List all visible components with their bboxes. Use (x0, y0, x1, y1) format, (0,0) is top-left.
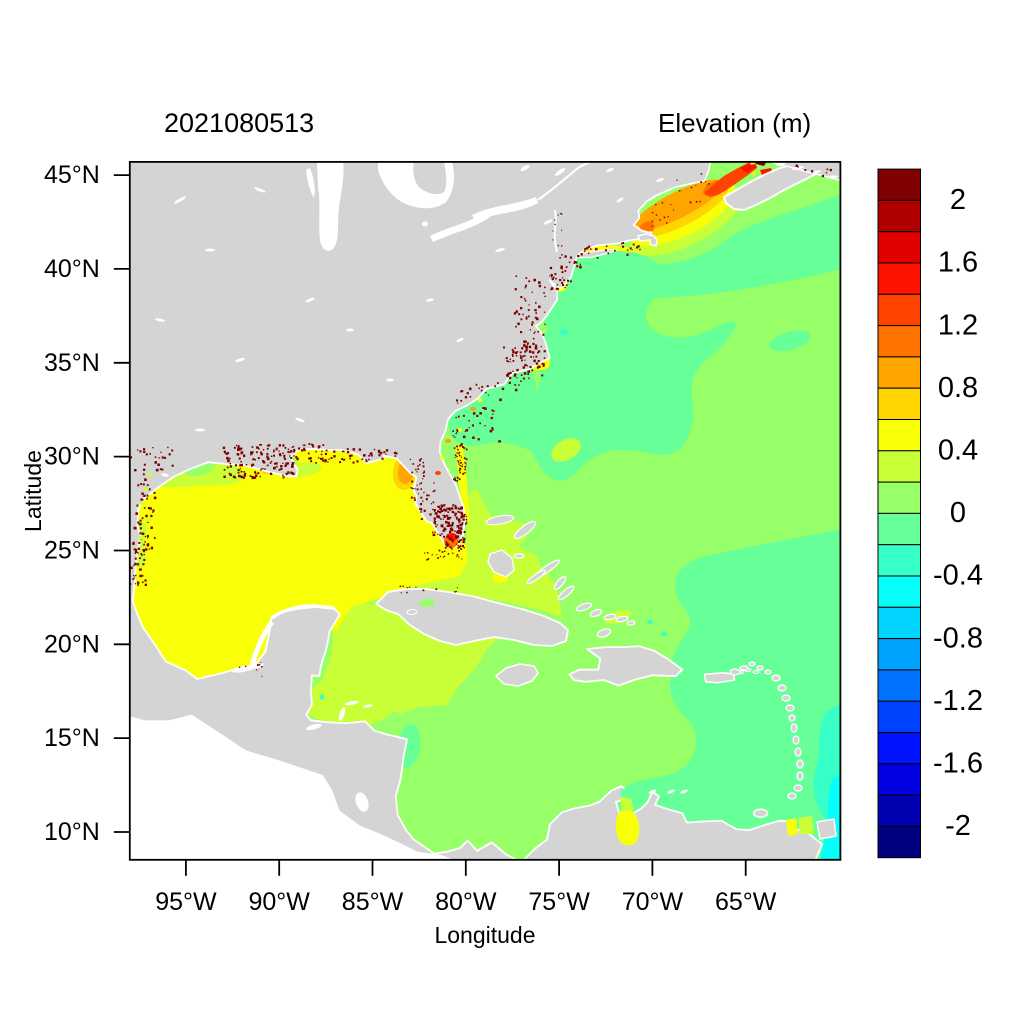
svg-text:0.8: 0.8 (938, 372, 978, 404)
svg-text:80°W: 80°W (435, 888, 497, 916)
svg-text:75°W: 75°W (528, 888, 590, 916)
svg-text:-1.2: -1.2 (933, 685, 983, 717)
svg-text:15°N: 15°N (44, 724, 100, 752)
svg-text:0.4: 0.4 (938, 434, 978, 466)
svg-text:2021080513: 2021080513 (164, 108, 314, 138)
svg-text:0: 0 (950, 497, 966, 529)
svg-text:10°N: 10°N (44, 818, 100, 846)
svg-text:95°W: 95°W (155, 888, 217, 916)
svg-text:30°N: 30°N (44, 443, 100, 471)
svg-text:-0.4: -0.4 (933, 560, 983, 592)
svg-text:-2: -2 (945, 810, 971, 842)
svg-text:Longitude: Longitude (434, 922, 535, 948)
svg-text:85°W: 85°W (342, 888, 404, 916)
svg-text:1.2: 1.2 (938, 309, 978, 341)
svg-text:25°N: 25°N (44, 537, 100, 565)
svg-text:-1.6: -1.6 (933, 747, 983, 779)
svg-text:1.6: 1.6 (938, 247, 978, 279)
svg-text:Latitude: Latitude (20, 450, 46, 532)
svg-text:90°W: 90°W (248, 888, 310, 916)
svg-text:-0.8: -0.8 (933, 622, 983, 654)
svg-text:Elevation (m): Elevation (m) (658, 108, 811, 138)
svg-text:45°N: 45°N (44, 161, 100, 189)
svg-text:20°N: 20°N (44, 630, 100, 658)
svg-text:2: 2 (950, 184, 966, 216)
svg-text:70°W: 70°W (622, 888, 684, 916)
svg-text:65°W: 65°W (715, 888, 777, 916)
svg-text:35°N: 35°N (44, 349, 100, 377)
svg-text:40°N: 40°N (44, 255, 100, 283)
